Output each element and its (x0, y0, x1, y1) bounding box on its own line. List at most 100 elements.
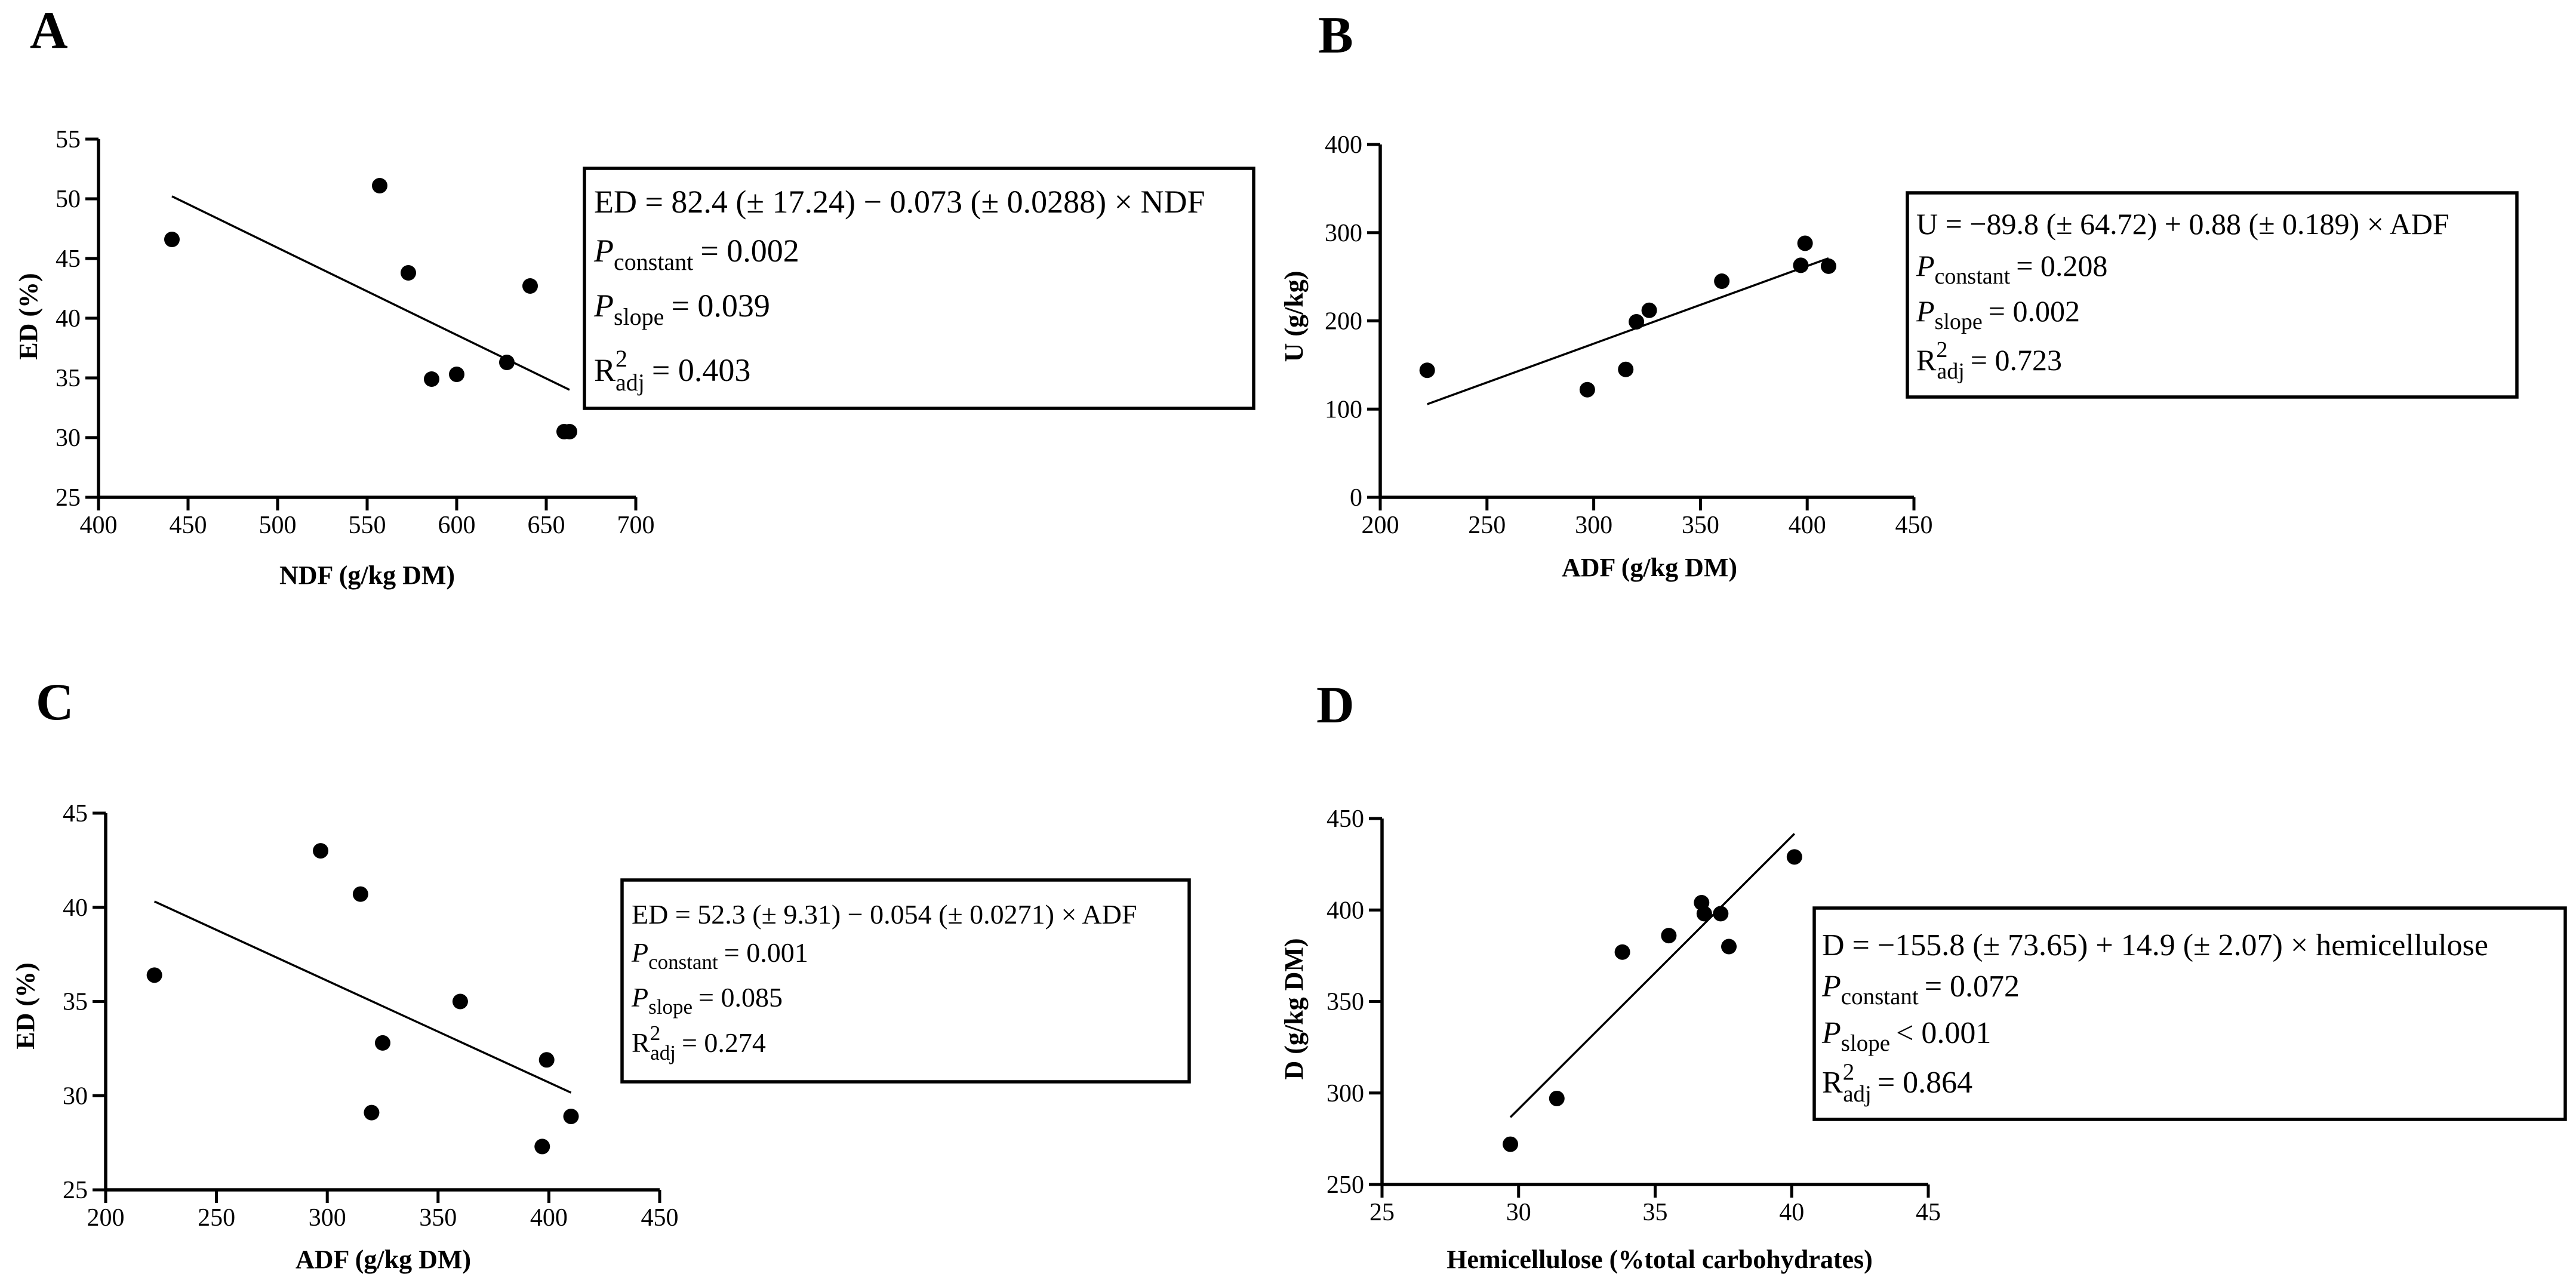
y-tick-label-d: 250 (1327, 1171, 1364, 1199)
equation-line-b: U = −89.8 (± 64.72) + 0.88 (± 0.189) × A… (1916, 207, 2449, 241)
p-slope-c: Pslope = 0.085 (631, 982, 783, 1019)
data-point-c (534, 1139, 550, 1155)
y-axis-title-d: D (g/kg DM) (1279, 938, 1309, 1079)
r2-adj-b: R2 adj = 0.723 (1916, 337, 2062, 384)
equation-frame-a (583, 167, 1255, 410)
data-point-a (164, 232, 180, 247)
y-tick-label-a: 25 (56, 484, 81, 512)
data-point-c (313, 843, 329, 859)
x-tick-label-b: 200 (1362, 512, 1399, 539)
panel-c: C 200 250 300 350 400 450 25 30 35 40 45 ADF (g/kg… (11, 673, 1191, 1274)
r2-adj-a: R2 adj = 0.403 (594, 345, 750, 396)
y-axis-title-b: U (g/kg) (1279, 271, 1309, 362)
r2-adj-d: R2 adj = 0.864 (1822, 1059, 1972, 1107)
panel-b: B 200 250 300 350 400 450 0 100 200 300 400 ADF (g… (1279, 7, 2519, 582)
equation-line-c: ED = 52.3 (± 9.31) − 0.054 (± 0.0271) × … (632, 899, 1137, 930)
x-axis-title-b: ADF (g/kg DM) (1562, 553, 1737, 582)
x-tick-label-c: 400 (530, 1204, 568, 1232)
data-point-c (352, 886, 368, 902)
plot-d: 25 30 35 40 45 250 300 350 400 450 (1327, 805, 1941, 1226)
x-tick-label-c: 200 (87, 1204, 125, 1232)
p-constant-d: Pconstant = 0.072 (1821, 970, 2020, 1010)
equation-box-c: ED = 52.3 (± 9.31) − 0.054 (± 0.0271) × … (620, 878, 1191, 1084)
panel-a: A 400 450 500 550 600 650 700 25 30 35 40 45 50 55 ND… (14, 2, 1255, 590)
data-point-b (1797, 235, 1813, 251)
x-tick-label-a: 600 (438, 512, 476, 539)
x-tick-label-c: 350 (419, 1204, 457, 1232)
data-point-d (1614, 944, 1630, 960)
data-point-a (449, 367, 464, 382)
y-tick-label-a: 55 (56, 126, 81, 153)
plot-a: 400 450 500 550 600 650 700 25 30 35 40 45 50 55 (56, 126, 655, 539)
panel-label-c: C (36, 673, 74, 731)
y-tick-label-b: 400 (1325, 131, 1362, 159)
x-tick-label-b: 400 (1789, 512, 1826, 539)
regression-line-d (1509, 833, 1796, 1118)
panel-label-d: D (1316, 676, 1355, 734)
equation-box-b: U = −89.8 (± 64.72) + 0.88 (± 0.189) × A… (1906, 191, 2519, 399)
y-tick-label-a: 30 (56, 424, 81, 452)
y-tick-label-b: 100 (1325, 396, 1362, 423)
x-tick-label-c: 300 (309, 1204, 346, 1232)
y-tick-label-c: 40 (63, 894, 88, 922)
y-axis-title-a: ED (%) (14, 273, 43, 359)
y-tick-label-d: 300 (1327, 1080, 1364, 1107)
x-tick-label-a: 450 (170, 512, 207, 539)
equation-line-d: D = −155.8 (± 73.65) + 14.9 (± 2.07) × h… (1822, 928, 2488, 962)
p-constant-a: Pconstant = 0.002 (593, 233, 799, 275)
data-point-d (1549, 1090, 1565, 1106)
y-tick-label-b: 300 (1325, 220, 1362, 247)
equation-box-a: ED = 82.4 (± 17.24) − 0.073 (± 0.0288) ×… (583, 167, 1255, 410)
x-axis-title-c: ADF (g/kg DM) (296, 1245, 471, 1274)
data-point-c (364, 1104, 380, 1121)
y-tick-label-c: 45 (63, 800, 88, 827)
x-tick-label-b: 300 (1575, 512, 1612, 539)
panel-d: D 25 30 35 40 45 250 300 350 400 450 Hemicellulos… (1279, 676, 2567, 1274)
data-point-a (401, 265, 416, 281)
p-slope-a: Pslope = 0.039 (593, 288, 770, 330)
data-point-c (146, 967, 162, 983)
data-point-a (499, 355, 515, 370)
x-tick-label-c: 250 (198, 1204, 235, 1232)
y-tick-label-c: 35 (63, 989, 88, 1016)
x-axis-title-a: NDF (g/kg DM) (279, 561, 455, 590)
y-tick-label-c: 30 (63, 1082, 88, 1110)
x-tick-label-a: 500 (259, 512, 297, 539)
equation-frame-d (1812, 906, 2567, 1121)
data-point-a (372, 178, 387, 193)
data-point-a (522, 278, 538, 294)
x-tick-label-b: 450 (1895, 512, 1933, 539)
data-point-d (1713, 906, 1729, 922)
y-tick-label-a: 40 (56, 305, 81, 333)
x-tick-label-a: 400 (80, 512, 118, 539)
data-point-b (1419, 362, 1435, 379)
x-tick-label-a: 700 (617, 512, 655, 539)
x-tick-label-a: 550 (349, 512, 386, 539)
p-constant-b: Pconstant = 0.208 (1916, 249, 2107, 289)
equation-line-a: ED = 82.4 (± 17.24) − 0.073 (± 0.0288) ×… (594, 184, 1205, 220)
y-tick-label-d: 350 (1327, 989, 1364, 1016)
r2-adj-c: R2 adj = 0.274 (632, 1021, 766, 1064)
p-slope-d: Pslope < 0.001 (1821, 1016, 1991, 1056)
data-point-b (1820, 258, 1836, 274)
y-tick-label-c: 25 (63, 1177, 88, 1204)
regression-line-c (153, 900, 572, 1094)
data-point-b (1714, 273, 1730, 290)
equation-frame-c (620, 878, 1191, 1084)
x-tick-label-d: 25 (1369, 1199, 1395, 1226)
plot-c: 200 250 300 350 400 450 25 30 35 40 45 (63, 800, 679, 1232)
x-tick-label-d: 45 (1916, 1199, 1941, 1226)
data-point-a (562, 424, 577, 439)
x-tick-label-c: 450 (641, 1204, 679, 1232)
data-point-c (563, 1108, 579, 1124)
y-axis-title-c: ED (%) (11, 962, 40, 1049)
y-tick-label-b: 0 (1350, 484, 1362, 512)
x-tick-label-d: 40 (1779, 1199, 1804, 1226)
data-point-a (424, 371, 439, 387)
panel-label-b: B (1318, 7, 1353, 64)
data-point-c (452, 993, 468, 1010)
data-point-c (375, 1035, 390, 1051)
x-tick-label-a: 650 (528, 512, 565, 539)
data-point-d (1661, 928, 1677, 944)
